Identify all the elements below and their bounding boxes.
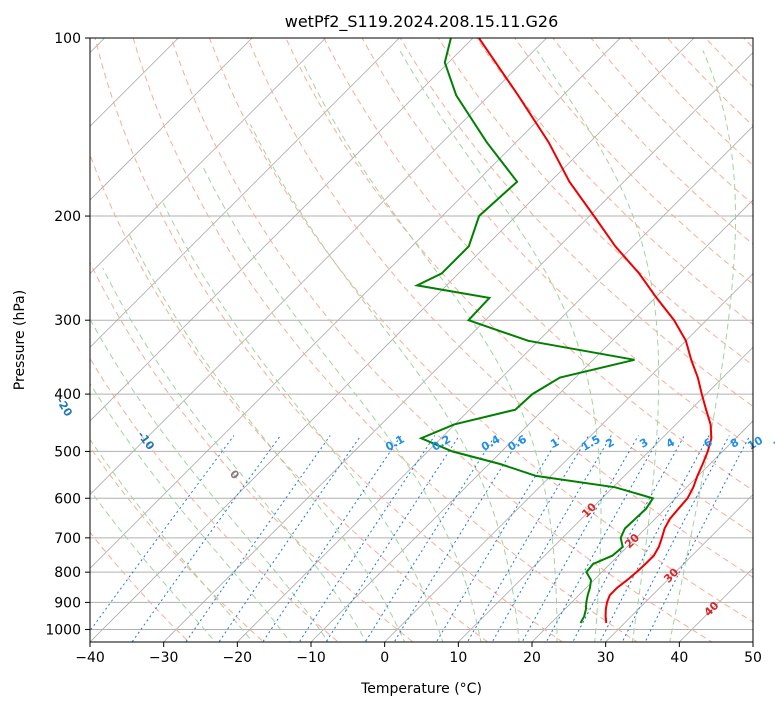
x-tick-label: 30 <box>597 650 615 666</box>
x-tick-label: 0 <box>380 650 389 666</box>
mixing-ratio-line <box>262 435 402 642</box>
dry-adiabat-line <box>361 38 753 449</box>
dry-adiabat-line <box>90 153 489 642</box>
mixing-ratio-label: 13 <box>771 434 775 453</box>
x-axis-label: Temperature (°C) <box>360 681 482 697</box>
x-tick-label: 40 <box>670 650 688 666</box>
isotherm-gridline <box>605 494 753 642</box>
y-tick-label: 900 <box>54 595 81 611</box>
mixing-ratio-line <box>90 435 235 632</box>
x-tick-label: −30 <box>149 650 179 666</box>
dry-adiabat-line <box>285 38 753 535</box>
mixing-ratio-line <box>644 435 751 642</box>
isotherm-gridline <box>457 346 753 642</box>
dry-adiabat-line <box>666 38 753 127</box>
moist-adiabat-line <box>128 234 406 642</box>
moist-adiabat-line <box>90 318 329 642</box>
dry-adiabat-line <box>94 38 564 642</box>
moist-adiabat-line <box>162 202 444 642</box>
dry-adiabat-line <box>90 446 265 642</box>
mixing-ratio-line <box>621 435 730 642</box>
temperature-profile-line <box>478 38 713 624</box>
isotherm-gridline <box>310 199 753 642</box>
y-tick-label: 600 <box>54 491 81 507</box>
isotherm-gridline <box>236 125 753 642</box>
y-tick-label: 500 <box>54 444 81 460</box>
y-tick-label: 100 <box>54 31 81 47</box>
dry-adiabat-line <box>476 38 753 326</box>
moist-adiabat-line <box>202 166 482 642</box>
x-tick-label: −20 <box>223 650 253 666</box>
y-tick-label: 300 <box>54 313 81 329</box>
y-tick-label: 700 <box>54 531 81 547</box>
moist-adiabat-line <box>90 382 291 642</box>
data-lines <box>413 38 713 624</box>
mixing-ratio-line <box>572 435 685 642</box>
moist-adiabat-line <box>669 50 736 642</box>
mixing-ratio-line <box>298 435 436 642</box>
x-tick-label: −40 <box>75 650 105 666</box>
mixing-ratio-line <box>435 435 561 642</box>
isotherm-gridline <box>90 38 400 348</box>
dry-adiabat-line <box>323 38 753 492</box>
background-lines <box>90 38 753 642</box>
isotherm-gridline <box>384 273 753 642</box>
plot-frame <box>89 37 754 643</box>
y-tick-label: 800 <box>54 565 81 581</box>
moist-adiabat-line <box>250 124 520 642</box>
moist-adiabat-line <box>302 62 558 642</box>
mixing-ratio-line <box>218 435 362 642</box>
mixing-ratio-line <box>325 435 460 642</box>
isotherm-gridline <box>163 52 753 642</box>
moist-adiabat-line <box>102 267 367 642</box>
chart-title: wetPf2_S119.2024.208.15.11.G26 <box>285 12 559 32</box>
isotherm-gridline <box>90 38 621 569</box>
y-tick-label: 400 <box>54 387 81 403</box>
isotherm-gridline <box>90 38 548 496</box>
isotherm-gridline <box>531 420 753 642</box>
x-tick-label: 50 <box>744 650 762 666</box>
dry-adiabat-line <box>132 38 638 642</box>
y-tick-label: 1000 <box>45 622 81 638</box>
x-tick-label: 10 <box>449 650 467 666</box>
x-tick-label: −10 <box>296 650 326 666</box>
mixing-ratio-line <box>545 435 661 642</box>
moist-adiabat-line <box>399 50 602 642</box>
dry-adiabat-line <box>247 38 753 578</box>
mixing-ratio-line <box>599 435 710 642</box>
y-axis-label: Pressure (hPa) <box>12 290 28 390</box>
isotherm-gridline <box>90 38 179 127</box>
y-axis: 1000 900 800 700 600 500 400 300 200 100 <box>45 31 90 638</box>
isotherm-gridline <box>90 38 474 422</box>
dewpoint-profile-line <box>413 38 655 624</box>
moist-adiabat-line <box>90 489 216 642</box>
x-axis: −40 −30 −20 −10 0 10 20 30 40 50 <box>75 642 762 666</box>
dry-adiabat-line <box>90 261 414 642</box>
x-tick-label: 20 <box>523 650 541 666</box>
dry-adiabat-line <box>437 38 753 366</box>
isotherm-gridline <box>90 38 695 642</box>
mixing-ratio-line <box>466 435 590 642</box>
mixing-ratio-line <box>185 435 331 642</box>
dry-adiabat-line <box>170 38 713 642</box>
isotherm-gridline <box>90 38 327 275</box>
y-tick-label: 200 <box>54 209 81 225</box>
mixing-ratio-line <box>521 435 639 642</box>
moist-adiabat-line <box>90 438 254 642</box>
mixing-ratio-line <box>491 435 612 642</box>
isotherm-gridline <box>90 38 253 201</box>
